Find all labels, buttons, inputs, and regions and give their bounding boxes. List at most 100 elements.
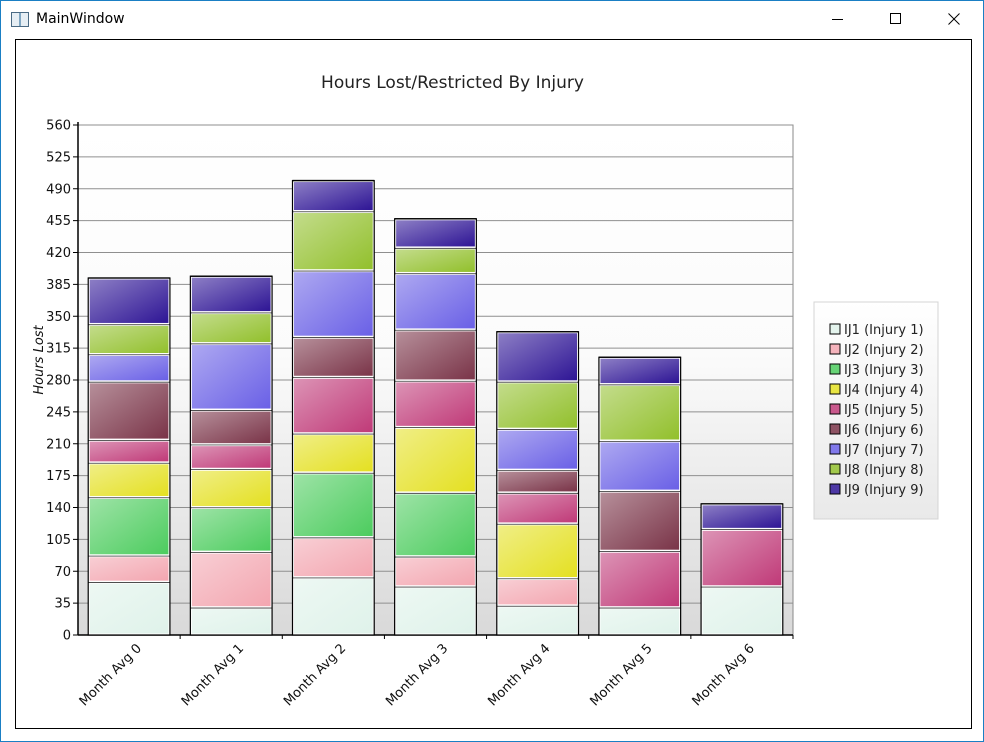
- bar-segment-9-cat-3[interactable]: [396, 220, 475, 247]
- y-tick-label: 70: [54, 565, 71, 580]
- bar-segment-5-cat-1[interactable]: [191, 446, 271, 468]
- bar-segment-8-cat-0[interactable]: [89, 325, 169, 353]
- bar-segment-4-cat-2[interactable]: [294, 435, 373, 472]
- bar-segment-7-cat-5[interactable]: [600, 442, 680, 490]
- bar-segment-8-cat-5[interactable]: [600, 386, 680, 440]
- bar-segment-3-cat-1[interactable]: [191, 509, 271, 551]
- bar-segment-2-cat-3[interactable]: [396, 558, 475, 586]
- legend-label-6[interactable]: IJ6 (Injury 6): [844, 423, 924, 438]
- bar-segment-1-cat-0[interactable]: [89, 583, 169, 634]
- y-tick-label: 175: [46, 469, 71, 484]
- bar-segment-6-cat-3[interactable]: [396, 331, 475, 380]
- x-tick-label: Month Avg 3: [383, 641, 451, 709]
- legend-label-2[interactable]: IJ2 (Injury 2): [844, 343, 924, 358]
- bar-outline: [87, 277, 171, 636]
- bar-segment-9-cat-4[interactable]: [498, 333, 577, 381]
- bar-outline: [291, 179, 375, 636]
- bar-segment-9-cat-5[interactable]: [600, 358, 680, 384]
- bar-segment-8-cat-3[interactable]: [396, 249, 475, 272]
- y-tick-label: 140: [46, 501, 71, 516]
- bar-segment-7-cat-0[interactable]: [89, 356, 169, 381]
- bar-segment-9-cat-0[interactable]: [89, 279, 169, 323]
- bar-segment-6-cat-4[interactable]: [498, 471, 577, 492]
- bar-segment-1-cat-5[interactable]: [600, 609, 680, 634]
- bar-segment-2-cat-1[interactable]: [191, 553, 271, 607]
- x-tick-label: Month Avg 4: [485, 641, 553, 709]
- bar-segment-6-cat-5[interactable]: [600, 492, 680, 550]
- bar-segment-7-cat-3[interactable]: [396, 274, 475, 329]
- bar-outline: [189, 275, 273, 636]
- chart-title: Hours Lost/Restricted By Injury: [321, 73, 584, 93]
- bar-segment-5-cat-2[interactable]: [294, 378, 373, 433]
- close-icon: [948, 13, 960, 25]
- bar-segment-2-cat-4[interactable]: [498, 580, 577, 605]
- y-tick-label: 420: [46, 246, 71, 261]
- y-tick-label: 525: [46, 150, 71, 165]
- legend-label-4[interactable]: IJ4 (Injury 4): [844, 383, 924, 398]
- legend-swatch: [829, 443, 841, 455]
- legend-label-3[interactable]: IJ3 (Injury 3): [844, 363, 924, 378]
- y-tick-label: 350: [46, 310, 71, 325]
- bar-segment-1-cat-6[interactable]: [702, 588, 782, 634]
- bar-segment-2-cat-0[interactable]: [89, 557, 169, 581]
- close-button[interactable]: [925, 1, 983, 37]
- x-tick-label: Month Avg 0: [77, 641, 145, 709]
- bar-segment-6-cat-0[interactable]: [89, 383, 169, 439]
- bar-segment-9-cat-2[interactable]: [294, 182, 373, 211]
- bar-segment-7-cat-2[interactable]: [294, 272, 373, 336]
- bar-segment-9-cat-6[interactable]: [702, 505, 782, 528]
- bar-segment-1-cat-4[interactable]: [498, 607, 577, 634]
- legend-label-8[interactable]: IJ8 (Injury 8): [844, 463, 924, 478]
- legend-swatch: [829, 383, 841, 395]
- stacked-bar-chart: Hours Lost/Restricted By Injury 0 35 70 105 1…: [32, 73, 939, 709]
- title-bar[interactable]: MainWindow: [1, 1, 983, 37]
- bar-segment-6-cat-1[interactable]: [191, 411, 271, 444]
- y-tick-label: 560: [46, 119, 71, 134]
- maximize-button[interactable]: [867, 1, 925, 37]
- legend-swatch: [829, 343, 841, 355]
- bar-segment-2-cat-2[interactable]: [294, 539, 373, 577]
- x-tick-label: Month Avg 1: [179, 641, 247, 709]
- bar-segment-4-cat-3[interactable]: [396, 428, 475, 492]
- bar-outline: [598, 356, 682, 636]
- bar-segment-6-cat-2[interactable]: [294, 338, 373, 376]
- bar-segment-1-cat-2[interactable]: [294, 579, 373, 634]
- legend-label-1[interactable]: IJ1 (Injury 1): [844, 323, 924, 338]
- bar-segment-7-cat-4[interactable]: [498, 430, 577, 469]
- bar-segment-7-cat-1[interactable]: [191, 345, 271, 409]
- bar-segment-8-cat-4[interactable]: [498, 383, 577, 428]
- bar-segment-1-cat-3[interactable]: [396, 588, 475, 634]
- bar-segment-8-cat-2[interactable]: [294, 213, 373, 270]
- bar-segment-3-cat-2[interactable]: [294, 474, 373, 537]
- y-axis-label: Hours Lost: [32, 324, 47, 394]
- bar-segment-8-cat-1[interactable]: [191, 314, 271, 343]
- bar-segment-5-cat-6[interactable]: [702, 530, 782, 586]
- legend-label-9[interactable]: IJ9 (Injury 9): [844, 483, 924, 498]
- bar-segment-9-cat-1[interactable]: [191, 277, 271, 312]
- y-tick-label: 210: [46, 437, 71, 452]
- bar-segment-4-cat-1[interactable]: [191, 470, 271, 506]
- bar-segment-5-cat-3[interactable]: [396, 382, 475, 426]
- legend-swatch: [829, 323, 841, 335]
- bar-segment-5-cat-0[interactable]: [89, 441, 169, 462]
- bar-outline: [700, 503, 784, 636]
- chart-container: Hours Lost/Restricted By Injury 0 35 70 105 1…: [15, 39, 972, 729]
- bar-segment-3-cat-0[interactable]: [89, 498, 169, 555]
- bar-segment-4-cat-0[interactable]: [89, 464, 169, 496]
- bar-segment-5-cat-5[interactable]: [600, 552, 680, 607]
- y-tick-label: 315: [46, 342, 71, 357]
- bar-outline: [394, 218, 477, 636]
- y-tick-label: 0: [63, 629, 71, 644]
- legend-swatch: [829, 363, 841, 375]
- bar-segment-3-cat-3[interactable]: [396, 494, 475, 556]
- minimize-button[interactable]: [809, 1, 867, 37]
- bar-segment-1-cat-1[interactable]: [191, 609, 271, 634]
- legend-label-7[interactable]: IJ7 (Injury 7): [844, 443, 924, 458]
- bar-segment-5-cat-4[interactable]: [498, 494, 577, 523]
- y-tick-label: 280: [46, 374, 71, 389]
- legend-label-5[interactable]: IJ5 (Injury 5): [844, 403, 924, 418]
- legend-swatch: [829, 403, 841, 415]
- bar-segment-4-cat-4[interactable]: [498, 525, 577, 578]
- window-title: MainWindow: [36, 11, 125, 27]
